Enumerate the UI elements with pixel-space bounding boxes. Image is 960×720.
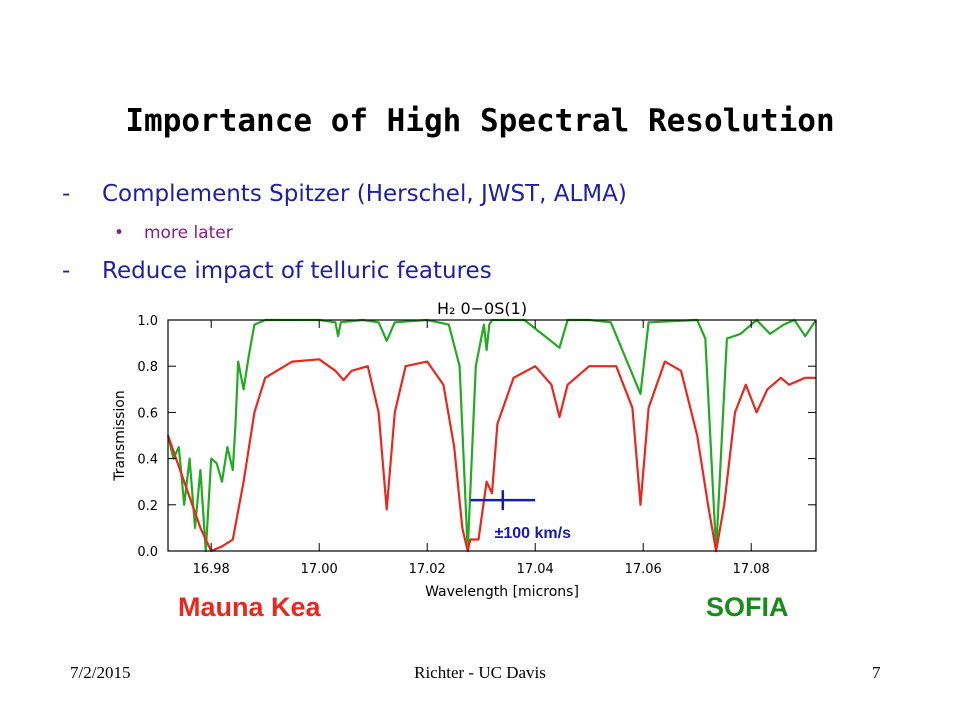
sub-bullet-more-later: • more later [114, 223, 233, 243]
series-line-mauna-kea [166, 358, 816, 553]
footer-date: 7/2/2015 [70, 663, 131, 682]
bullet-text: Complements Spitzer (Herschel, JWST, ALM… [102, 181, 627, 207]
y-tick-label: 0.0 [137, 545, 158, 560]
x-tick-label: 16.98 [193, 562, 230, 577]
velocity-label: ±100 km/s [495, 525, 571, 542]
bullet-text: Reduce impact of telluric features [102, 258, 492, 284]
y-tick-label: 0.4 [137, 453, 158, 468]
x-tick-label: 17.04 [517, 562, 554, 577]
y-tick-label: 0.8 [137, 360, 158, 375]
y-tick-label: 0.6 [137, 406, 158, 421]
y-axis-label: Transmission [112, 390, 128, 481]
x-tick-label: 17.02 [409, 562, 446, 577]
mauna-kea-label: Mauna Kea [178, 592, 321, 622]
series-line-sofia [166, 318, 817, 553]
bullet-complements: - Complements Spitzer (Herschel, JWST, AL… [62, 181, 627, 207]
bullet-marker: - [62, 181, 71, 207]
x-tick-label: 17.00 [301, 562, 338, 577]
plot-frame [167, 319, 817, 552]
bullet-text: more later [144, 223, 233, 243]
slide-title: Importance of High Spectral Resolution [125, 103, 835, 139]
bullet-marker: - [62, 258, 71, 284]
footer-page-number: 7 [872, 663, 881, 682]
x-tick-label: 17.06 [625, 562, 662, 577]
chart-title: H₂ 0−0S(1) [437, 299, 527, 318]
footer-author: Richter - UC Davis [414, 663, 546, 682]
y-tick-label: 0.2 [137, 499, 158, 514]
sofia-label: SOFIA [706, 592, 789, 622]
bullet-telluric: - Reduce impact of telluric features [62, 258, 492, 284]
bullet-marker: • [114, 223, 125, 243]
x-axis-label: Wavelength [microns] [425, 584, 579, 600]
y-tick-label: 1.0 [137, 314, 158, 329]
x-tick-label: 17.08 [733, 562, 770, 577]
